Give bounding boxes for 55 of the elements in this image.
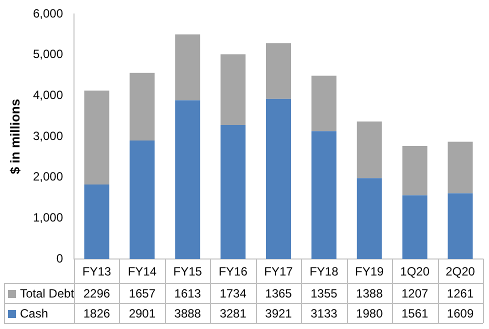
- y-tick-label: 6,000: [32, 6, 64, 20]
- data-label: 1355: [310, 286, 338, 300]
- bar: [448, 142, 473, 194]
- x-tick-label: FY13: [82, 264, 112, 278]
- data-label: 3281: [220, 306, 247, 320]
- bar: [402, 146, 428, 196]
- data-label: 1561: [401, 306, 429, 320]
- x-tick-label: FY19: [355, 264, 384, 278]
- x-tick-label: 2Q20: [446, 264, 476, 278]
- y-tick-label: 0: [56, 251, 64, 266]
- data-label: 1207: [401, 286, 429, 300]
- bar: [356, 178, 382, 259]
- bar: [84, 90, 110, 184]
- y-tick-label: 1,000: [32, 210, 64, 224]
- data-label: 1826: [83, 306, 110, 320]
- data-label: 1657: [128, 286, 156, 300]
- x-tick-label: FY17: [264, 264, 294, 278]
- data-label: 1613: [174, 286, 202, 300]
- x-tick-label: FY16: [218, 264, 248, 278]
- data-label: 1980: [356, 306, 384, 320]
- bar: [175, 100, 200, 259]
- legend-label: Total Debt: [20, 286, 75, 300]
- bar: [266, 98, 291, 259]
- bar: [84, 184, 110, 259]
- data-label: 3133: [310, 306, 338, 320]
- bar: [175, 34, 200, 100]
- y-axis-title: $ in millions: [7, 98, 22, 174]
- data-label: 1734: [220, 286, 247, 300]
- bar: [356, 121, 382, 178]
- bar: [448, 193, 473, 259]
- data-label: 1261: [446, 286, 474, 300]
- bar: [220, 54, 246, 126]
- y-tick-label: 3,000: [32, 128, 64, 143]
- legend-label: Cash: [20, 306, 48, 320]
- bar: [311, 131, 336, 259]
- bar: [402, 195, 428, 259]
- y-tick-label: 5,000: [32, 47, 64, 62]
- data-label: 1388: [356, 286, 384, 300]
- bar: [220, 125, 246, 259]
- data-label: 1365: [265, 286, 292, 300]
- data-label: 1609: [446, 306, 474, 320]
- data-label: 2296: [83, 286, 110, 300]
- data-label: 3921: [265, 306, 292, 320]
- y-tick-label: 2,000: [32, 170, 64, 184]
- x-tick-label: FY14: [128, 264, 157, 278]
- data-label: 2901: [128, 306, 156, 320]
- bar: [311, 76, 336, 132]
- x-tick-label: FY18: [310, 264, 339, 278]
- y-tick-label: 4,000: [32, 88, 64, 102]
- x-tick-label: 1Q20: [400, 264, 430, 278]
- bar: [130, 72, 155, 141]
- x-tick-label: FY15: [173, 264, 202, 278]
- data-label: 3888: [174, 306, 202, 320]
- bar: [130, 140, 155, 259]
- bar: [266, 43, 291, 99]
